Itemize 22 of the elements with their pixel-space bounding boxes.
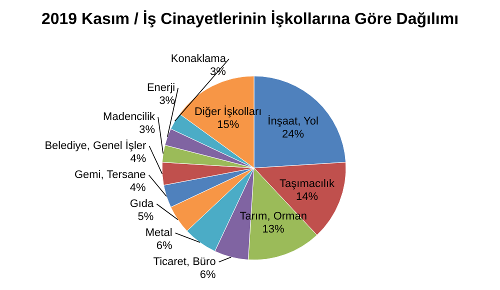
- data-label: 15%: [217, 119, 240, 132]
- chart-title: 2019 Kasım / İş Cinayetlerinin İşkollarına Göre Dağılımı: [41, 10, 459, 28]
- data-label: 14%: [296, 191, 318, 203]
- data-label: 6%: [156, 240, 173, 252]
- data-label: 3%: [139, 124, 156, 136]
- slice-label: Konaklama: [170, 53, 227, 65]
- data-label: 4%: [130, 153, 146, 165]
- data-label: 3%: [159, 95, 176, 107]
- slice-label: Metal: [145, 227, 172, 239]
- data-label: 4%: [130, 182, 146, 194]
- slice-label: Gemi, Tersane: [74, 169, 146, 181]
- slice-label: Belediye, Genel İşler: [44, 139, 147, 152]
- slice-label: Ticaret, Büro: [153, 256, 216, 268]
- slice-label: Taşımacılık: [280, 178, 336, 190]
- data-label: 13%: [262, 224, 285, 236]
- slice-label: Madencilik: [103, 111, 156, 123]
- data-label: 5%: [138, 211, 154, 223]
- slice-label: İnşaat, Yol: [268, 114, 318, 128]
- data-label: 24%: [282, 128, 304, 140]
- data-label: 6%: [200, 269, 216, 281]
- slice-label: Gıda: [130, 198, 155, 210]
- slice-label: Enerji: [146, 82, 176, 94]
